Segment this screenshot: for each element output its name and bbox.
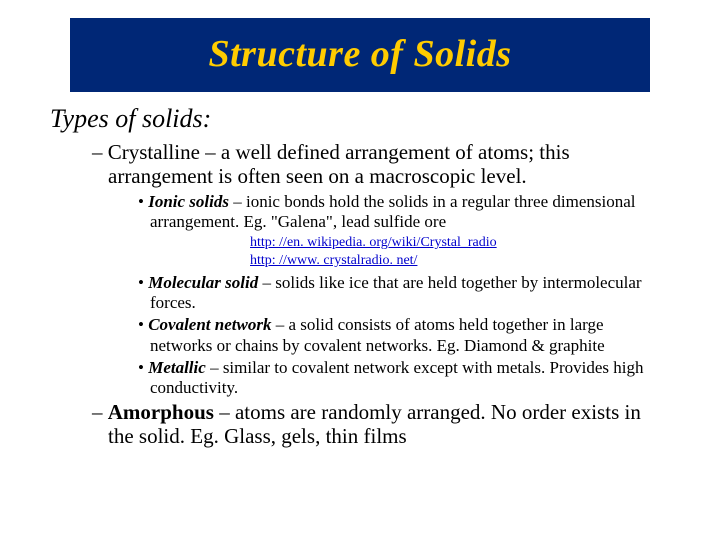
item-ionic: Ionic solids – ionic bonds hold the soli… xyxy=(50,192,670,232)
crystalline-label: Crystalline xyxy=(108,140,200,164)
item-covalent: Covalent network – a solid consists of a… xyxy=(50,315,670,355)
content-area: Types of solids: Crystalline – a well de… xyxy=(0,92,720,448)
link-wikipedia[interactable]: http: //en. wikipedia. org/wiki/Crystal_… xyxy=(250,234,670,252)
molecular-label: Molecular solid xyxy=(148,273,258,292)
item-metallic: Metallic – similar to covalent network e… xyxy=(50,358,670,398)
link-block: http: //en. wikipedia. org/wiki/Crystal_… xyxy=(50,234,670,269)
ionic-label: Ionic solids xyxy=(148,192,229,211)
amorphous-label: Amorphous xyxy=(108,400,214,424)
metallic-label: Metallic xyxy=(148,358,206,377)
metallic-desc: – similar to covalent network except wit… xyxy=(150,358,643,397)
item-molecular: Molecular solid – solids like ice that a… xyxy=(50,273,670,313)
slide-title: Structure of Solids xyxy=(208,33,511,75)
link-crystalradio[interactable]: http: //www. crystalradio. net/ xyxy=(250,252,670,270)
item-crystalline: Crystalline – a well defined arrangement… xyxy=(50,140,670,188)
item-amorphous: Amorphous – atoms are randomly arranged.… xyxy=(50,400,670,448)
section-heading: Types of solids: xyxy=(50,104,670,134)
title-bar: Structure of Solids xyxy=(70,18,650,92)
covalent-label: Covalent network xyxy=(148,315,271,334)
